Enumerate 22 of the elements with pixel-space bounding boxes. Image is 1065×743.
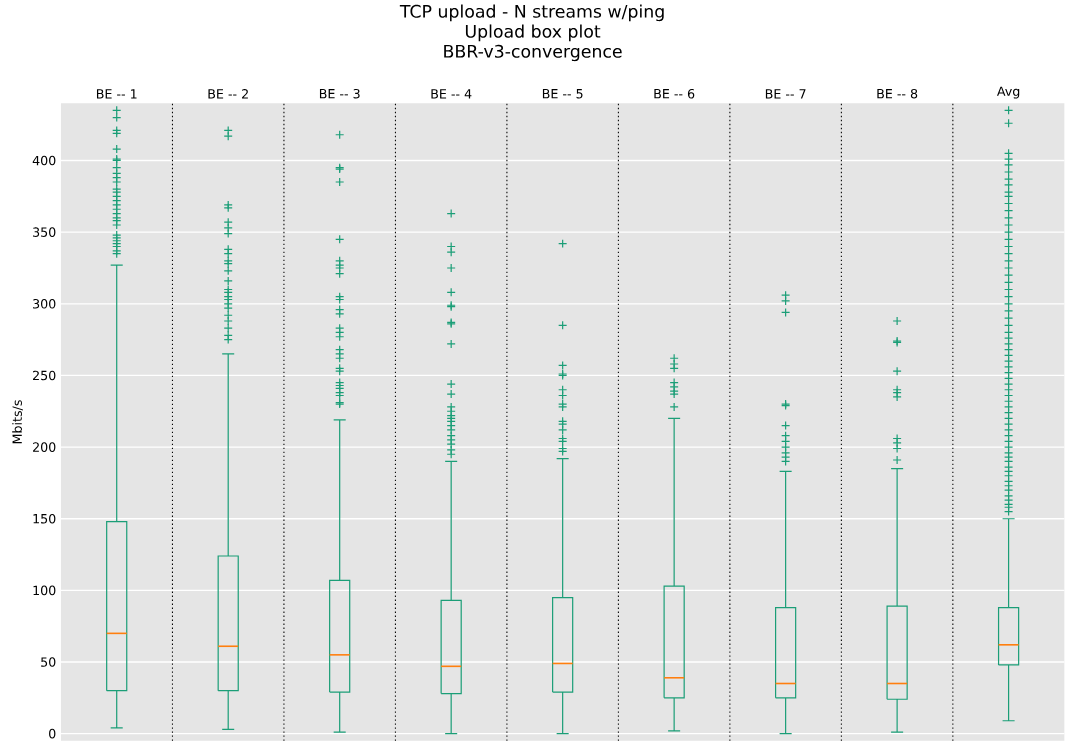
y-tick-label: 400 bbox=[32, 155, 56, 166]
y-tick-label: 150 bbox=[33, 514, 56, 524]
x-tick-label: Avg bbox=[996, 86, 1020, 99]
y-tick-label: 50 bbox=[41, 657, 56, 667]
x-tick-label: BE -- 2 bbox=[208, 89, 248, 99]
y-tick-label: 350 bbox=[33, 227, 56, 238]
x-tick-label: BE -- 8 bbox=[877, 88, 918, 99]
x-tick-label: BE -- 6 bbox=[654, 88, 695, 99]
y-tick-label: 250 bbox=[33, 370, 56, 381]
chart-title: TCP upload - N streams w/ping bbox=[399, 4, 664, 22]
y-tick-label: 300 bbox=[33, 299, 56, 309]
x-tick-label: BE -- 3 bbox=[319, 88, 360, 99]
x-tick-label: BE -- 5 bbox=[542, 89, 583, 99]
y-axis-title: Mbits/s bbox=[12, 400, 23, 444]
chart-subtitle: Upload box plot bbox=[465, 24, 601, 42]
x-tick-label: BE -- 4 bbox=[431, 89, 472, 99]
text: BBR-v3-convergence bbox=[444, 44, 622, 62]
y-tick-label: 200 bbox=[33, 442, 56, 452]
x-tick-label: BE -- 7 bbox=[765, 89, 806, 99]
y-tick-label: 100 bbox=[33, 585, 56, 596]
y-tick-label: 0 bbox=[49, 728, 56, 739]
x-tick-label: BE -- 1 bbox=[96, 89, 137, 99]
